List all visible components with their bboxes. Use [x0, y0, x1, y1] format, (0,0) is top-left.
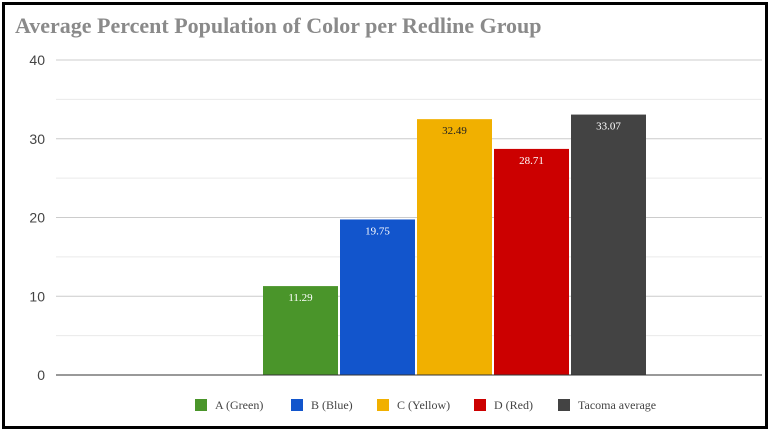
bars: [263, 114, 646, 375]
legend-label: C (Yellow): [397, 398, 450, 412]
y-tick-label: 20: [29, 210, 45, 226]
y-axis-ticks: 0 10 20 30 40: [29, 52, 45, 383]
legend-label: A (Green): [215, 398, 263, 412]
data-label: 19.75: [365, 225, 390, 237]
legend-swatch: [195, 399, 207, 411]
y-tick-label: 0: [37, 367, 45, 383]
bar-tacoma-average: [571, 114, 646, 375]
bar-b-blue: [340, 219, 415, 375]
legend: A (Green) B (Blue) C (Yellow) D (Red) Tacoma…: [195, 398, 656, 412]
legend-swatch: [291, 399, 303, 411]
legend-label: B (Blue): [311, 398, 353, 412]
y-tick-label: 10: [29, 288, 45, 304]
bar-chart: Average Percent Population of Color per …: [15, 13, 762, 412]
chart-title: Average Percent Population of Color per …: [15, 13, 542, 38]
legend-swatch: [558, 399, 570, 411]
bar-a-green: [263, 286, 338, 375]
legend-label: D (Red): [494, 398, 533, 412]
y-tick-label: 30: [29, 131, 45, 147]
bar-d-red: [494, 148, 569, 375]
data-labels: 11.29 19.75 32.49 28.71 33.07: [288, 121, 621, 305]
legend-swatch: [474, 399, 486, 411]
data-label: 32.49: [442, 125, 467, 137]
y-tick-label: 40: [29, 52, 45, 68]
data-label: 11.29: [288, 292, 313, 304]
legend-label: Tacoma average: [578, 398, 656, 412]
data-label: 33.07: [596, 121, 621, 133]
data-label: 28.71: [519, 155, 544, 167]
bar-c-yellow: [417, 119, 492, 375]
legend-swatch: [377, 399, 389, 411]
